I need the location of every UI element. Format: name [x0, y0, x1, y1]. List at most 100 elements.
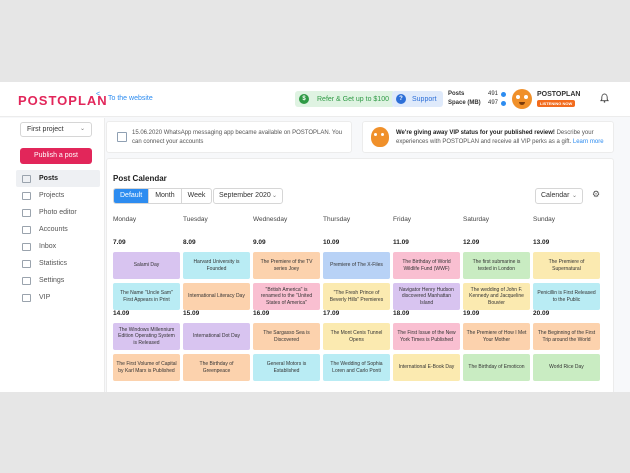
photo-editor-icon: [22, 208, 31, 217]
view-week-button[interactable]: Week: [187, 192, 206, 199]
day-header-monday: Monday: [113, 216, 137, 223]
sidebar-nav: Posts Projects Photo editor Accounts Inb…: [16, 170, 100, 306]
to-website-link[interactable]: To the website: [108, 95, 153, 102]
sidebar-item-label: Accounts: [39, 226, 68, 233]
sidebar-item-statistics[interactable]: Statistics: [16, 255, 100, 272]
date-label: 17.09: [323, 310, 340, 317]
calendar-event[interactable]: International Dot Day: [183, 323, 250, 350]
calendar-event[interactable]: The Premiere of the TV series Joey: [253, 252, 320, 279]
date-label: 15.09: [183, 310, 200, 317]
view-default-button[interactable]: Default: [114, 189, 150, 203]
calendar-event[interactable]: General Motors is Established: [253, 354, 320, 381]
calendar-event[interactable]: International E-Book Day: [393, 354, 460, 381]
day-header-wednesday: Wednesday: [253, 216, 288, 223]
calendar-event[interactable]: World Rice Day: [533, 354, 600, 381]
calendar-event[interactable]: "The Fresh Prince of Beverly Hills" Prem…: [323, 283, 390, 310]
learn-more-link[interactable]: Learn more: [572, 139, 604, 145]
calendar-title: Post Calendar: [113, 174, 167, 183]
sidebar-item-inbox[interactable]: Inbox: [16, 238, 100, 255]
calendar-event[interactable]: The Premiere of How I Met Your Mother: [463, 323, 530, 350]
support-button[interactable]: ? Support: [392, 91, 443, 107]
calendar-event[interactable]: The First Volume of Capital by Karl Marx…: [113, 354, 180, 381]
support-label: Support: [412, 95, 437, 103]
calendar-event[interactable]: The Birthday of World Wildlife Fund (WWF…: [393, 252, 460, 279]
calendar-event[interactable]: Penicillin is First Released to the Publ…: [533, 283, 600, 310]
sidebar-item-vip[interactable]: VIP: [16, 289, 100, 306]
project-select-value: First project: [27, 126, 64, 133]
settings-icon: [22, 276, 31, 285]
refer-button[interactable]: $ Refer & Get up to $100: [295, 91, 395, 107]
inbox-icon: [22, 242, 31, 251]
space-count: 497: [488, 100, 499, 106]
chevron-down-icon: ⌄: [79, 126, 85, 132]
day-header-sunday: Sunday: [533, 216, 556, 223]
sidebar-item-settings[interactable]: Settings: [16, 272, 100, 289]
calendar-event[interactable]: The Birthday of Greenpeace: [183, 354, 250, 381]
date-label: 10.09: [323, 239, 340, 246]
postoplan-logo[interactable]: POSTOPLAN: [18, 93, 108, 108]
sidebar-item-posts[interactable]: Posts: [16, 170, 100, 187]
calendar-event[interactable]: Harvard University is Founded: [183, 252, 250, 279]
refer-label: Refer & Get up to $100: [317, 95, 389, 103]
date-label: 18.09: [393, 310, 410, 317]
statistics-icon: [22, 259, 31, 268]
space-label: Space (MB): [448, 100, 481, 106]
sidebar-item-label: Statistics: [39, 260, 68, 267]
vip-promo-text: We're giving away VIP status for your pu…: [396, 129, 611, 147]
calendar-event[interactable]: Premiere of The X-Files: [323, 252, 390, 279]
calendar-event[interactable]: International Literacy Day: [183, 283, 250, 310]
vip-promo-banner: We're giving away VIP status for your pu…: [362, 121, 614, 153]
sidebar-item-photo-editor[interactable]: Photo editor: [16, 204, 100, 221]
view-month-button[interactable]: Month: [149, 189, 182, 203]
day-header-friday: Friday: [393, 216, 412, 223]
sidebar-item-label: Photo editor: [39, 209, 77, 216]
date-label: 11.09: [393, 239, 409, 246]
calendar-event[interactable]: "British America" is renamed to the "Uni…: [253, 283, 320, 310]
calendar-event[interactable]: The Sargasso Sea is Discovered: [253, 323, 320, 350]
account-brand-name[interactable]: POSTOPLAN: [537, 91, 581, 98]
posts-label: Posts: [448, 91, 465, 97]
date-label: 12.09: [463, 239, 480, 246]
chevron-down-icon: ⌄: [571, 193, 577, 199]
top-header: POSTOPLAN < To the website $ Refer & Get…: [0, 82, 630, 117]
publish-post-button[interactable]: Publish a post: [20, 148, 92, 164]
vip-promo-headline: We're giving away VIP status for your pu…: [396, 130, 555, 136]
post-calendar: Post Calendar Default Month Week Septemb…: [106, 158, 614, 392]
posts-info-icon[interactable]: [501, 92, 506, 97]
calendar-event[interactable]: Navigator Henry Hudson discovered Manhat…: [393, 283, 460, 310]
sidebar-item-label: Posts: [39, 175, 59, 182]
calendar-event[interactable]: Salami Day: [113, 252, 180, 279]
space-info-icon[interactable]: [501, 101, 506, 106]
month-select[interactable]: September 2020 ⌄: [213, 188, 283, 204]
posts-icon: [22, 174, 31, 183]
sidebar-item-label: Projects: [39, 192, 65, 199]
calendar-event[interactable]: The wedding of John F. Kennedy and Jacqu…: [463, 283, 530, 310]
gear-icon[interactable]: ⚙: [592, 189, 601, 199]
bell-icon[interactable]: [600, 93, 609, 103]
calendar-event[interactable]: The Name "Uncle Sam" First Appears in Pr…: [113, 283, 180, 310]
whatsapp-announcement: 15.06.2020 WhatsApp messaging app became…: [106, 121, 352, 153]
calendar-event[interactable]: The First Issue of the New York Times is…: [393, 323, 460, 350]
calendar-event[interactable]: The Mont Cenis Tunnel Opens: [323, 323, 390, 350]
calendar-select[interactable]: Calendar ⌄: [535, 188, 583, 204]
sidebar-item-label: Inbox: [39, 243, 57, 250]
calendar-event[interactable]: The Premiere of Supernatural: [533, 252, 600, 279]
sidebar-item-label: VIP: [39, 294, 51, 301]
date-label: 8.09: [183, 239, 196, 246]
day-header-thursday: Thursday: [323, 216, 351, 223]
calendar-event[interactable]: The Wedding of Sophia Loren and Carlo Po…: [323, 354, 390, 381]
mascot-avatar[interactable]: [512, 89, 532, 109]
sidebar-item-projects[interactable]: Projects: [16, 187, 100, 204]
date-label: 13.09: [533, 239, 550, 246]
calendar-event[interactable]: The Windows Millennium Edition Operating…: [113, 323, 180, 350]
date-label: 14.09: [113, 310, 130, 317]
whatsapp-announcement-text: 15.06.2020 WhatsApp messaging app became…: [132, 130, 343, 145]
day-header-saturday: Saturday: [463, 216, 490, 223]
calendar-event[interactable]: The Birthday of Emoticon: [463, 354, 530, 381]
calendar-event[interactable]: The first submarine is tested in London: [463, 252, 530, 279]
calendar-event[interactable]: The Beginning of the First Trip around t…: [533, 323, 600, 350]
vip-promo-body: Describe your experiences with POSTOPLAN…: [396, 130, 594, 145]
app-window: POSTOPLAN < To the website $ Refer & Get…: [0, 82, 630, 392]
sidebar-item-accounts[interactable]: Accounts: [16, 221, 100, 238]
project-select[interactable]: First project ⌄: [20, 122, 92, 137]
